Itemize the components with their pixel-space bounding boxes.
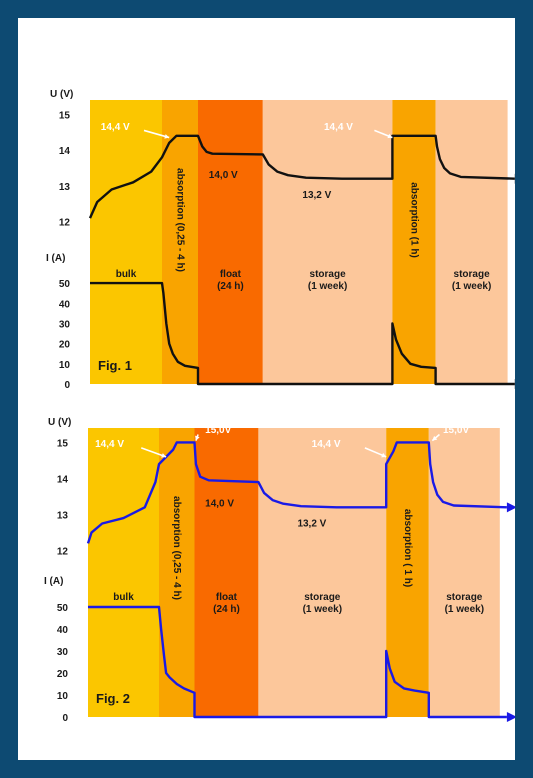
phase-sublabel-storage2: (1 week) — [445, 604, 484, 615]
voltage-tick: 14 — [59, 146, 71, 157]
current-tick: 20 — [59, 340, 71, 351]
phase-band-float — [194, 428, 259, 717]
phase-label-bulk: bulk — [113, 592, 134, 603]
pointer-arrow-icon — [164, 134, 170, 139]
pointer-line — [140, 447, 167, 458]
phase-sublabel-storage2: (1 week) — [452, 281, 491, 292]
phase-label-absorption1: absorption (0,25 - 4 h) — [174, 168, 185, 272]
current-axis-label: I (A) — [44, 576, 63, 587]
voltage-axis-label: U (V) — [48, 417, 71, 428]
voltage-annotation: 14,4 V — [312, 439, 341, 450]
phase-band-storage1 — [262, 100, 393, 384]
phase-label-storage2: storage — [454, 269, 491, 280]
voltage-tick: 12 — [59, 218, 71, 229]
phase-sublabel-float: (24 h) — [213, 604, 240, 615]
current-tick: 50 — [59, 279, 71, 290]
phase-label-storage2: storage — [446, 592, 483, 603]
current-tick: 40 — [59, 299, 71, 310]
chart-2: bulk absorption (0,25 - 4 h) float(24 h) st… — [44, 417, 515, 724]
voltage-tick: 13 — [57, 511, 69, 522]
pointer-arrow-icon — [195, 435, 200, 441]
current-axis-label: I (A) — [46, 253, 65, 264]
phase-label-float: float — [220, 269, 242, 280]
figure-label: Fig. 1 — [98, 358, 132, 373]
phase-band-storage2 — [435, 100, 508, 384]
phase-band-float — [198, 100, 263, 384]
voltage-tick: 15 — [59, 110, 71, 121]
voltage-annotation: 14,4 V — [101, 122, 130, 133]
current-tick: 0 — [64, 380, 70, 391]
figure-label: Fig. 2 — [96, 691, 130, 706]
current-tick: 30 — [59, 319, 71, 330]
phase-label-float: float — [216, 592, 238, 603]
voltage-annotation: 13,2 V — [302, 190, 331, 201]
current-tick: 50 — [57, 603, 69, 614]
current-tick: 20 — [57, 669, 69, 680]
voltage-annotation: 14,4 V — [95, 439, 124, 450]
chart-1: bulk absorption (0,25 - 4 h) float(24 h) st… — [46, 89, 515, 391]
current-tick: 10 — [59, 360, 71, 371]
phase-band-storage1 — [258, 428, 387, 717]
phase-label-absorption1: absorption (0,25 - 4 h) — [171, 496, 182, 600]
phase-label-bulk: bulk — [116, 269, 137, 280]
phase-band-absorption2 — [386, 428, 429, 717]
voltage-tick: 12 — [57, 547, 69, 558]
phase-label-absorption2: absorption (1 h) — [408, 182, 419, 258]
current-arrow-icon — [506, 712, 515, 722]
phase-band-bulk — [90, 100, 162, 384]
voltage-arrow-icon — [506, 502, 515, 513]
current-tick: 10 — [57, 691, 69, 702]
current-tick: 40 — [57, 625, 69, 636]
pointer-arrow-icon — [432, 435, 438, 441]
voltage-annotation: 14,4 V — [324, 122, 353, 133]
current-curve — [90, 281, 515, 386]
voltage-annotation: 15,0V — [443, 425, 469, 436]
phase-band-bulk — [88, 428, 159, 717]
pointer-arrow-icon — [161, 453, 167, 458]
phase-label-storage1: storage — [310, 269, 347, 280]
voltage-annotation: 15,0V — [205, 425, 231, 436]
current-tick: 30 — [57, 647, 69, 658]
pointer-arrow-icon — [381, 452, 387, 458]
current-curve — [88, 605, 507, 719]
phase-label-absorption2: absorption ( 1 h) — [402, 509, 413, 587]
phase-label-storage1: storage — [304, 592, 341, 603]
pointer-arrow-icon — [387, 133, 393, 139]
voltage-curve — [88, 134, 515, 219]
voltage-curve — [86, 441, 507, 544]
current-tick: 0 — [62, 713, 68, 724]
voltage-annotation: 14,0 V — [209, 170, 238, 181]
phase-band-storage2 — [428, 428, 500, 717]
voltage-annotation: 13,2 V — [297, 519, 326, 530]
phase-sublabel-storage1: (1 week) — [303, 604, 342, 615]
phase-sublabel-float: (24 h) — [217, 281, 244, 292]
phase-sublabel-storage1: (1 week) — [308, 281, 347, 292]
chart-panel: bulk absorption (0,25 - 4 h) float (24 h) st… — [18, 18, 515, 760]
voltage-tick: 13 — [59, 182, 71, 193]
voltage-axis-label: U (V) — [50, 89, 73, 100]
voltage-annotation: 14,0 V — [205, 499, 234, 510]
voltage-tick: 15 — [57, 438, 69, 449]
phase-band-absorption2 — [392, 100, 436, 384]
voltage-tick: 14 — [57, 474, 69, 485]
